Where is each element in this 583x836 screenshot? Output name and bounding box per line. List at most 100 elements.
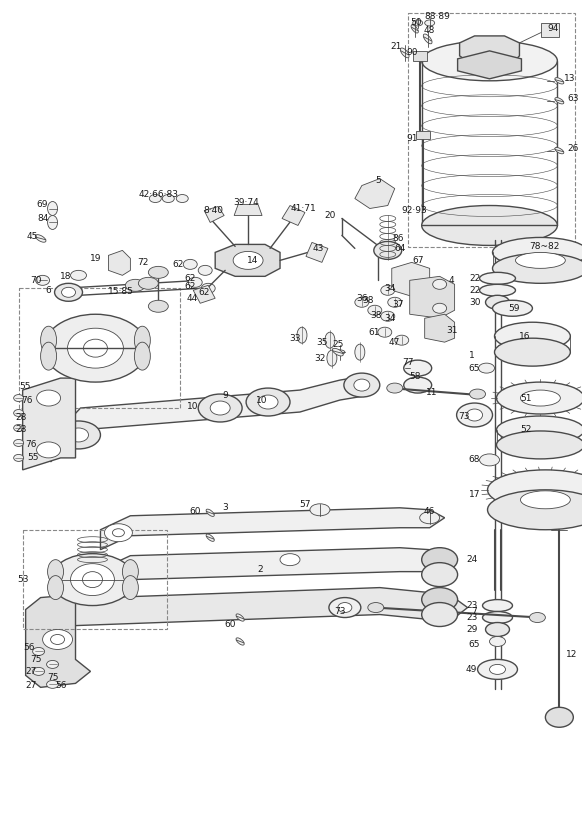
- Ellipse shape: [69, 428, 89, 442]
- Text: 34: 34: [384, 314, 395, 323]
- Text: 8·40: 8·40: [203, 206, 223, 215]
- Text: 1: 1: [469, 350, 475, 359]
- Text: 3: 3: [222, 503, 228, 512]
- Polygon shape: [306, 242, 328, 263]
- Ellipse shape: [433, 279, 447, 289]
- Text: 58: 58: [409, 371, 420, 380]
- Ellipse shape: [113, 528, 124, 537]
- Ellipse shape: [162, 195, 174, 202]
- Text: 23: 23: [466, 613, 477, 622]
- Ellipse shape: [515, 252, 566, 268]
- Text: 60: 60: [189, 507, 201, 517]
- Ellipse shape: [381, 311, 395, 321]
- Ellipse shape: [33, 667, 44, 675]
- Ellipse shape: [48, 201, 58, 216]
- Text: 51: 51: [521, 394, 532, 403]
- Ellipse shape: [280, 553, 300, 566]
- Ellipse shape: [545, 707, 573, 727]
- Text: 28: 28: [15, 426, 26, 435]
- Ellipse shape: [104, 573, 132, 590]
- Ellipse shape: [483, 612, 512, 624]
- Ellipse shape: [183, 259, 197, 269]
- Text: 5: 5: [375, 176, 381, 185]
- Ellipse shape: [422, 548, 458, 572]
- Ellipse shape: [487, 470, 583, 510]
- Ellipse shape: [401, 48, 409, 58]
- Text: 84: 84: [37, 214, 48, 223]
- Ellipse shape: [83, 572, 103, 588]
- Ellipse shape: [122, 559, 138, 584]
- Ellipse shape: [198, 265, 212, 275]
- Text: 21: 21: [390, 43, 402, 51]
- Text: 62: 62: [173, 260, 184, 269]
- Ellipse shape: [62, 288, 76, 298]
- Text: 4: 4: [449, 276, 454, 285]
- Ellipse shape: [456, 403, 493, 427]
- Text: 46: 46: [424, 507, 436, 517]
- Ellipse shape: [477, 660, 518, 680]
- Ellipse shape: [479, 363, 494, 373]
- Text: 73: 73: [458, 411, 469, 421]
- Ellipse shape: [395, 335, 409, 345]
- Ellipse shape: [258, 395, 278, 409]
- Ellipse shape: [41, 342, 57, 370]
- Ellipse shape: [13, 395, 24, 401]
- Ellipse shape: [176, 195, 188, 202]
- Ellipse shape: [48, 559, 64, 584]
- Ellipse shape: [37, 442, 61, 458]
- Ellipse shape: [404, 377, 431, 393]
- Bar: [413, 51, 427, 61]
- Ellipse shape: [521, 390, 560, 406]
- Ellipse shape: [233, 252, 263, 269]
- Ellipse shape: [47, 681, 58, 688]
- Ellipse shape: [41, 326, 57, 354]
- Ellipse shape: [490, 636, 505, 646]
- Ellipse shape: [480, 454, 500, 466]
- Bar: [416, 130, 430, 139]
- Polygon shape: [23, 378, 76, 470]
- Text: 9: 9: [222, 390, 228, 400]
- Text: 67: 67: [412, 256, 423, 265]
- Ellipse shape: [83, 339, 107, 357]
- Ellipse shape: [329, 598, 361, 618]
- Text: 30: 30: [469, 298, 480, 307]
- Text: 55: 55: [19, 381, 30, 390]
- Ellipse shape: [378, 327, 392, 337]
- Ellipse shape: [198, 394, 242, 422]
- Ellipse shape: [36, 275, 50, 285]
- Polygon shape: [215, 244, 280, 277]
- Text: 2: 2: [257, 565, 263, 574]
- Text: 7: 7: [472, 607, 477, 616]
- Ellipse shape: [71, 270, 86, 280]
- Text: 19: 19: [90, 254, 101, 263]
- Ellipse shape: [51, 553, 134, 605]
- Text: 57: 57: [299, 500, 311, 509]
- Text: 59: 59: [509, 303, 520, 313]
- Polygon shape: [410, 277, 455, 319]
- Text: 20: 20: [324, 211, 336, 220]
- Ellipse shape: [113, 578, 124, 585]
- Ellipse shape: [480, 284, 515, 296]
- Text: 61: 61: [368, 328, 380, 337]
- Text: 49: 49: [466, 665, 477, 674]
- Text: 64: 64: [394, 244, 405, 253]
- Text: 25: 25: [332, 339, 343, 349]
- Ellipse shape: [424, 20, 435, 26]
- Polygon shape: [355, 179, 395, 208]
- Text: 62: 62: [199, 288, 210, 297]
- Bar: [408, 13, 575, 247]
- Text: 39·74: 39·74: [233, 198, 259, 207]
- Ellipse shape: [494, 322, 570, 350]
- Ellipse shape: [48, 576, 64, 599]
- Text: 28: 28: [15, 414, 26, 422]
- Ellipse shape: [149, 195, 161, 202]
- Ellipse shape: [206, 509, 215, 517]
- Ellipse shape: [33, 647, 44, 655]
- Ellipse shape: [188, 278, 202, 288]
- Ellipse shape: [480, 273, 515, 284]
- Text: 14: 14: [247, 256, 259, 265]
- Ellipse shape: [332, 349, 343, 356]
- Polygon shape: [392, 263, 430, 296]
- Text: 90: 90: [406, 48, 417, 58]
- Text: 10: 10: [187, 401, 198, 410]
